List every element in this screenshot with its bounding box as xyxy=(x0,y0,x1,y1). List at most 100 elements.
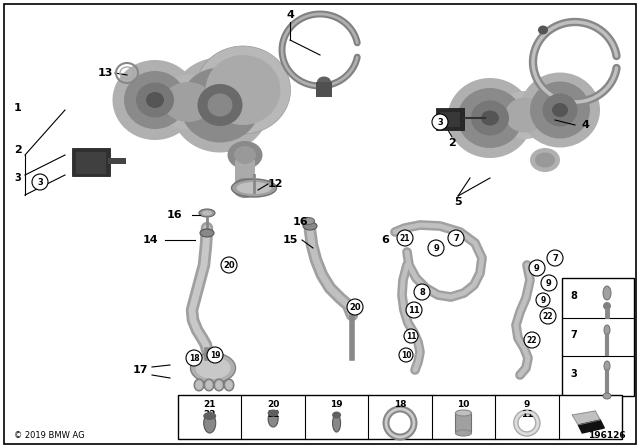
Circle shape xyxy=(404,329,418,343)
Text: 20: 20 xyxy=(223,260,235,270)
Ellipse shape xyxy=(447,78,532,158)
Ellipse shape xyxy=(113,60,198,140)
Circle shape xyxy=(547,250,563,266)
Text: 14: 14 xyxy=(142,235,158,245)
Text: 21
22: 21 22 xyxy=(204,400,216,419)
Bar xyxy=(178,395,622,439)
Ellipse shape xyxy=(124,71,186,129)
Text: 3: 3 xyxy=(15,173,21,183)
Text: 21: 21 xyxy=(400,233,410,242)
Text: 3: 3 xyxy=(437,117,443,126)
Ellipse shape xyxy=(552,103,568,117)
Bar xyxy=(72,148,110,176)
Text: 2: 2 xyxy=(14,145,22,155)
Circle shape xyxy=(207,347,223,363)
Ellipse shape xyxy=(603,302,611,310)
Bar xyxy=(456,413,472,433)
Polygon shape xyxy=(572,411,600,425)
Circle shape xyxy=(406,302,422,318)
Ellipse shape xyxy=(195,357,230,379)
Bar xyxy=(108,158,126,164)
Bar xyxy=(76,152,106,174)
Bar xyxy=(316,82,332,97)
Text: 7: 7 xyxy=(571,330,577,340)
Text: 1: 1 xyxy=(14,103,22,113)
Text: 22: 22 xyxy=(527,336,537,345)
Ellipse shape xyxy=(268,409,278,417)
Ellipse shape xyxy=(204,379,214,391)
Text: 16: 16 xyxy=(292,217,308,227)
Ellipse shape xyxy=(202,211,212,215)
Ellipse shape xyxy=(227,141,262,169)
Ellipse shape xyxy=(535,152,555,168)
Text: 9: 9 xyxy=(433,244,439,253)
Text: 3: 3 xyxy=(571,369,577,379)
Text: 11: 11 xyxy=(406,332,416,340)
Text: 16: 16 xyxy=(167,210,183,220)
Ellipse shape xyxy=(191,353,236,383)
Ellipse shape xyxy=(604,361,610,371)
Ellipse shape xyxy=(156,74,221,129)
Text: 10: 10 xyxy=(457,400,470,409)
Text: 22: 22 xyxy=(543,311,553,320)
Text: 8: 8 xyxy=(419,288,425,297)
Ellipse shape xyxy=(204,413,216,433)
Ellipse shape xyxy=(195,46,291,134)
Text: 13: 13 xyxy=(98,68,113,78)
Bar xyxy=(440,112,460,127)
Ellipse shape xyxy=(200,229,214,237)
Ellipse shape xyxy=(471,100,509,135)
Ellipse shape xyxy=(180,68,260,142)
Ellipse shape xyxy=(456,410,472,416)
Text: 4: 4 xyxy=(286,10,294,20)
Ellipse shape xyxy=(543,94,577,126)
Bar xyxy=(235,160,255,185)
Ellipse shape xyxy=(481,111,499,125)
Ellipse shape xyxy=(497,91,552,139)
Circle shape xyxy=(32,174,48,190)
Ellipse shape xyxy=(456,430,472,436)
Ellipse shape xyxy=(232,179,276,197)
Bar xyxy=(562,278,634,396)
Ellipse shape xyxy=(232,178,257,198)
Text: 20
22: 20 22 xyxy=(267,400,280,419)
Circle shape xyxy=(186,350,202,366)
Text: 18: 18 xyxy=(189,353,199,362)
Text: 196126: 196126 xyxy=(588,431,626,440)
Ellipse shape xyxy=(214,379,224,391)
Ellipse shape xyxy=(505,98,545,133)
Circle shape xyxy=(529,260,545,276)
Ellipse shape xyxy=(333,414,340,432)
Ellipse shape xyxy=(136,82,174,117)
Ellipse shape xyxy=(205,55,280,125)
Text: 3: 3 xyxy=(37,177,43,186)
Text: 7: 7 xyxy=(453,233,459,242)
Text: 10: 10 xyxy=(401,350,412,359)
Text: 6: 6 xyxy=(381,235,389,245)
Ellipse shape xyxy=(199,209,215,217)
Circle shape xyxy=(524,332,540,348)
Text: 9
11: 9 11 xyxy=(520,400,533,419)
Ellipse shape xyxy=(207,94,232,116)
Ellipse shape xyxy=(146,92,164,108)
Text: 15: 15 xyxy=(282,235,298,245)
Text: 2: 2 xyxy=(448,138,456,148)
Text: 5: 5 xyxy=(454,197,462,207)
Ellipse shape xyxy=(163,82,213,122)
Text: 18: 18 xyxy=(394,400,406,409)
Ellipse shape xyxy=(198,84,243,126)
Text: 19: 19 xyxy=(210,350,220,359)
Circle shape xyxy=(536,293,550,307)
Circle shape xyxy=(397,230,413,246)
Circle shape xyxy=(428,240,444,256)
Ellipse shape xyxy=(530,148,560,172)
Ellipse shape xyxy=(603,286,611,300)
Ellipse shape xyxy=(538,26,548,34)
Ellipse shape xyxy=(224,379,234,391)
Text: 4: 4 xyxy=(581,120,589,130)
Ellipse shape xyxy=(301,217,314,224)
Circle shape xyxy=(399,348,413,362)
Ellipse shape xyxy=(332,412,341,418)
Text: 9: 9 xyxy=(534,263,540,272)
Ellipse shape xyxy=(170,57,270,152)
